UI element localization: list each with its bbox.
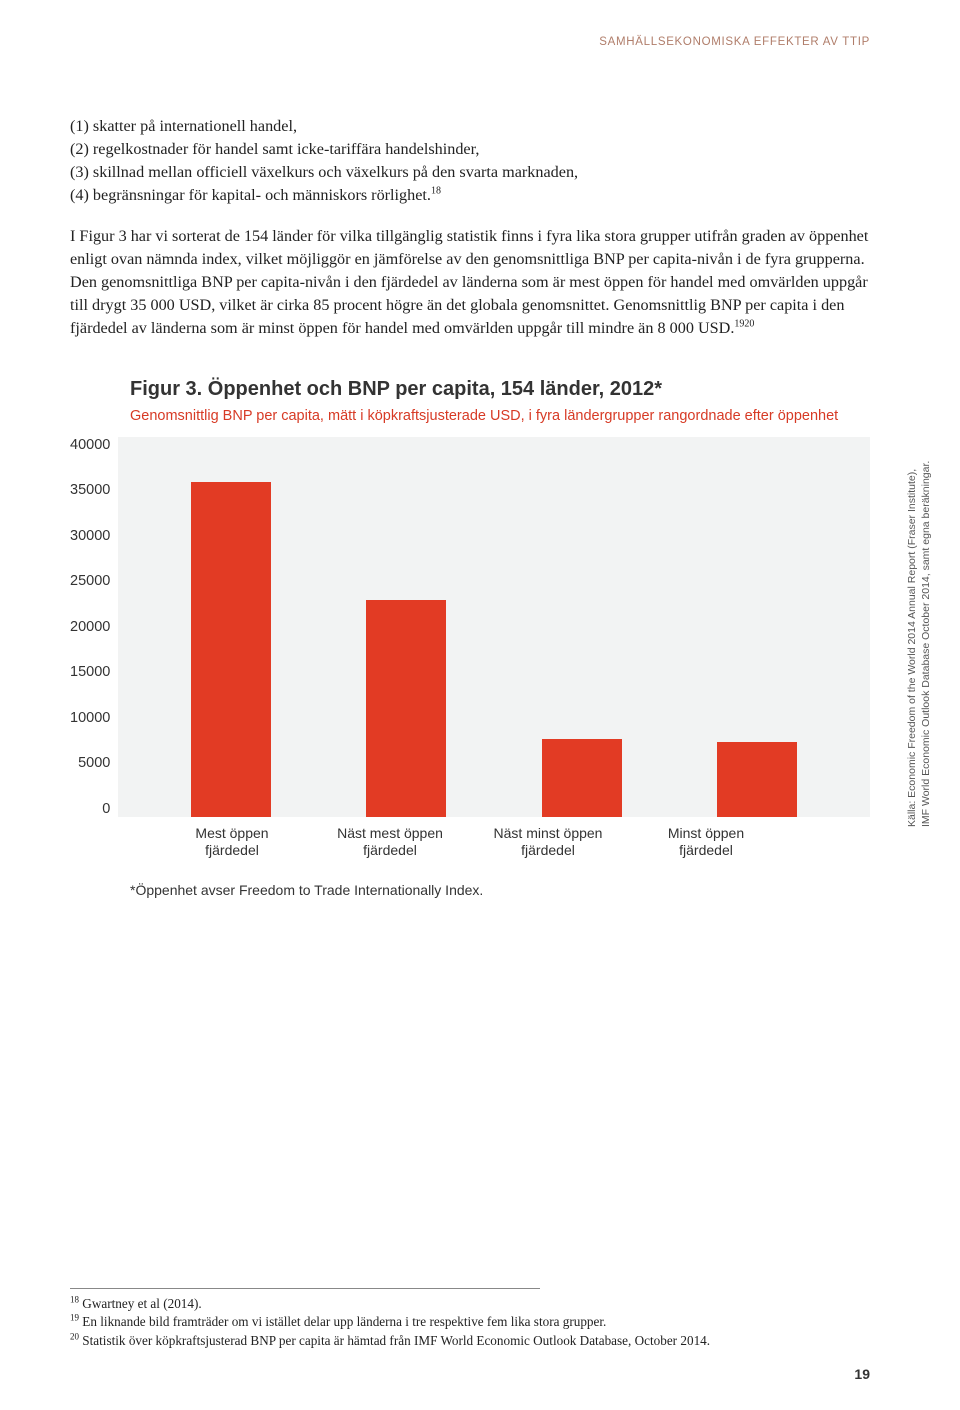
bar-2 xyxy=(366,600,446,817)
chart-subtitle: Genomsnittlig BNP per capita, mätt i köp… xyxy=(130,407,870,427)
ytick: 5000 xyxy=(78,755,110,771)
x-axis-labels: Mest öppen fjärdedel Näst mest öppen fjä… xyxy=(128,817,810,860)
ytick: 35000 xyxy=(70,482,110,498)
x-label-4: Minst öppen fjärdedel xyxy=(646,825,766,860)
xlabel-line: Näst minst öppen xyxy=(494,825,603,841)
xlabel-line: fjärdedel xyxy=(679,842,733,858)
footnote-rule xyxy=(70,1288,540,1289)
footnote-ref-1920: 1920 xyxy=(734,319,754,330)
bar-3 xyxy=(542,739,622,817)
fn-num: 19 xyxy=(70,1313,79,1323)
figure-3: Figur 3. Öppenhet och BNP per capita, 15… xyxy=(70,378,870,898)
xlabel-line: fjärdedel xyxy=(521,842,575,858)
ytick: 15000 xyxy=(70,664,110,680)
chart-source: Källa: Economic Freedom of the World 201… xyxy=(906,447,933,827)
chart-title: Figur 3. Öppenhet och BNP per capita, 15… xyxy=(130,378,870,401)
page-number: 19 xyxy=(854,1366,870,1382)
xlabel-line: fjärdedel xyxy=(205,842,259,858)
footnote-19: 19 En liknande bild framträder om vi ist… xyxy=(70,1313,870,1331)
xlabel-line: Minst öppen xyxy=(668,825,744,841)
ytick: 10000 xyxy=(70,710,110,726)
fn-text: En liknande bild framträder om vi iställ… xyxy=(79,1314,606,1329)
body-text: (1) skatter på internationell handel, (2… xyxy=(70,115,870,340)
footnote-20: 20 Statistik över köpkraftsjusterad BNP … xyxy=(70,1332,870,1350)
ytick: 25000 xyxy=(70,573,110,589)
fn-text: Statistik över köpkraftsjusterad BNP per… xyxy=(79,1333,710,1348)
running-header: SAMHÄLLSEKONOMISKA EFFEKTER AV TTIP xyxy=(599,36,870,48)
ytick: 40000 xyxy=(70,437,110,453)
xlabel-line: fjärdedel xyxy=(363,842,417,858)
list-text: (1) skatter på internationell handel, (2… xyxy=(70,117,578,204)
x-label-2: Näst mest öppen fjärdedel xyxy=(330,825,450,860)
paragraph-list: (1) skatter på internationell handel, (2… xyxy=(70,115,870,207)
ytick: 30000 xyxy=(70,528,110,544)
x-label-3: Näst minst öppen fjärdedel xyxy=(488,825,608,860)
ytick: 20000 xyxy=(70,619,110,635)
ytick: 0 xyxy=(102,801,110,817)
y-axis: 40000 35000 30000 25000 20000 15000 1000… xyxy=(70,437,118,817)
fn-num: 18 xyxy=(70,1294,79,1304)
chart-footnote: *Öppenhet avser Freedom to Trade Interna… xyxy=(130,882,870,898)
fn-text: Gwartney et al (2014). xyxy=(79,1296,202,1311)
bar-4 xyxy=(717,742,797,816)
footnote-ref-18: 18 xyxy=(431,186,441,197)
fn-num: 20 xyxy=(70,1331,79,1341)
source-line-2: IMF World Economic Outlook Database Octo… xyxy=(920,447,934,827)
bar-1 xyxy=(191,482,271,816)
x-label-1: Mest öppen fjärdedel xyxy=(172,825,292,860)
chart-plot-wrap: 40000 35000 30000 25000 20000 15000 1000… xyxy=(70,437,870,817)
xlabel-line: Näst mest öppen xyxy=(337,825,443,841)
footnotes-block: 18 Gwartney et al (2014). 19 En liknande… xyxy=(70,1288,870,1350)
footnote-18: 18 Gwartney et al (2014). xyxy=(70,1295,870,1313)
paragraph-main: I Figur 3 har vi sorterat de 154 länder … xyxy=(70,225,870,340)
xlabel-line: Mest öppen xyxy=(195,825,268,841)
plot-area: Källa: Economic Freedom of the World 201… xyxy=(118,437,870,817)
page-container: SAMHÄLLSEKONOMISKA EFFEKTER AV TTIP (1) … xyxy=(0,0,960,1410)
source-line-1: Källa: Economic Freedom of the World 201… xyxy=(906,468,918,826)
